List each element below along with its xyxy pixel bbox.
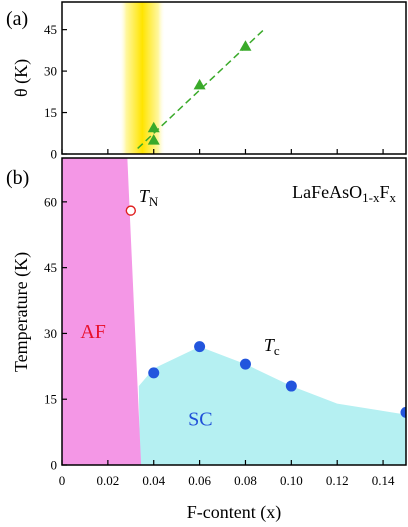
panel-a-theta-chart: 0 15 30 45 (a) θ (K) — [6, 1, 407, 162]
y-tick-label: 45 — [44, 22, 57, 37]
compound-label: LaFeAsO1-xFx — [292, 182, 396, 205]
y-tick-label: 15 — [44, 105, 57, 120]
y-tick-label: 30 — [44, 64, 57, 79]
tn-label-sub: N — [149, 194, 159, 209]
tn-series-label: TN — [139, 186, 159, 209]
tn-label-main: T — [139, 186, 151, 206]
tc-points — [148, 341, 406, 418]
x-tick-label: 0.10 — [280, 473, 303, 488]
y-tick-label: 60 — [44, 194, 57, 209]
compound-mid: F — [379, 182, 389, 202]
y-tick-label: 0 — [51, 147, 58, 162]
tc-point — [148, 367, 160, 379]
tc-label-sub: c — [274, 343, 280, 358]
panel-b-x-axis-label: F-content (x) — [187, 502, 281, 523]
panel-a-y-ticks: 0 15 30 45 — [44, 22, 67, 162]
panel-a-x-ticks — [61, 149, 384, 154]
x-tick-label: 0.04 — [142, 473, 165, 488]
sc-region-label: SC — [188, 409, 212, 431]
y-tick-label: 45 — [44, 260, 57, 275]
x-tick-label: 0.14 — [372, 473, 395, 488]
theta-points — [147, 40, 252, 145]
theta-point — [147, 121, 160, 133]
y-tick-label: 15 — [44, 392, 57, 407]
panel-b-y-axis-label: Temperature (K) — [11, 252, 32, 372]
theta-point — [239, 40, 252, 51]
tc-point — [194, 341, 206, 353]
tc-point — [400, 406, 406, 418]
y-tick-label: 30 — [44, 326, 57, 341]
tn-point — [125, 205, 137, 216]
tn-points — [125, 205, 137, 216]
theta-point — [193, 78, 206, 90]
panel-b-x-ticks: 0 0.02 0.04 0.06 0.08 0.10 0.12 0.14 — [59, 460, 395, 488]
y-tick-label: 0 — [51, 458, 58, 473]
sc-region — [138, 346, 406, 465]
panel-a-y-axis-label: θ (K) — [11, 59, 32, 97]
theta-point — [147, 134, 160, 145]
panel-a-label: (a) — [6, 8, 28, 30]
panel-b-label: (b) — [6, 167, 29, 189]
compound-prefix: LaFeAsO — [292, 182, 362, 202]
compound-sub-2: x — [390, 190, 397, 205]
x-tick-label: 0.08 — [234, 473, 257, 488]
tc-point — [285, 380, 297, 392]
x-tick-label: 0.12 — [326, 473, 349, 488]
tc-label-main: T — [264, 335, 276, 355]
af-region-label: AF — [80, 321, 106, 343]
panel-b-y-ticks: 0 15 30 45 60 — [44, 194, 67, 473]
af-region — [62, 158, 142, 465]
tc-series-label: Tc — [264, 335, 280, 358]
panel-b-frame — [61, 157, 407, 466]
panel-a-frame — [61, 1, 407, 155]
x-tick-label: 0.02 — [96, 473, 119, 488]
x-tick-label: 0.06 — [188, 473, 211, 488]
compound-sub-1: 1-x — [362, 190, 380, 205]
x-tick-label: 0 — [59, 473, 66, 488]
tc-point — [239, 358, 251, 370]
